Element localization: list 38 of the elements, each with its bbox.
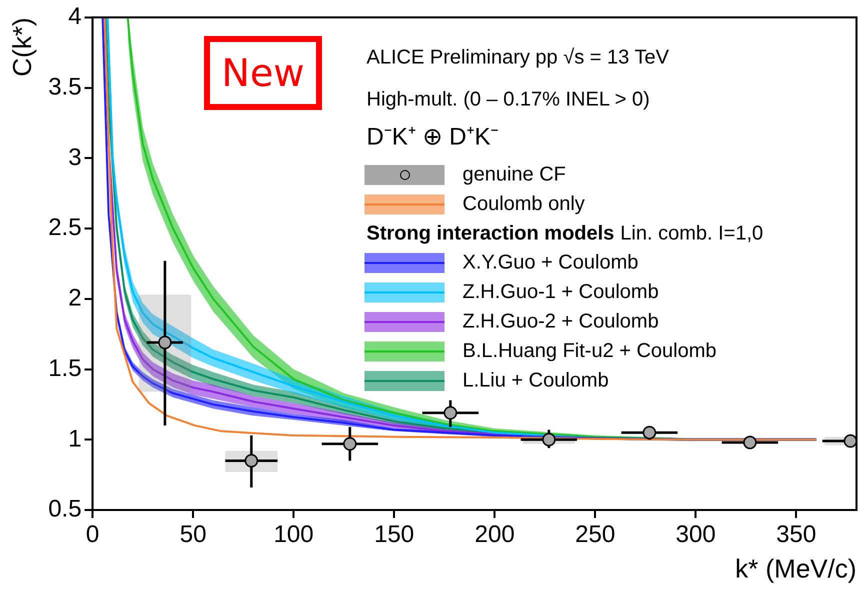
legend-label: Z.H.Guo-1 + Coulomb [462, 281, 659, 304]
x-tick-label: 50 [180, 521, 206, 548]
annotation: D⁻K⁺ ⊕ D⁺K⁻ [366, 124, 499, 151]
x-tick-label: 350 [776, 521, 816, 548]
x-tick-label: 200 [474, 521, 515, 548]
x-tick-label: 300 [676, 521, 716, 548]
y-tick-label: 3 [68, 144, 82, 171]
point [158, 336, 172, 350]
y-tick-label: 4 [68, 3, 82, 30]
point [542, 432, 556, 446]
legend-label: B.L.Huang Fit-u2 + Coulomb [462, 340, 717, 362]
annotation: ALICE Preliminary pp √s = 13 TeV [366, 46, 670, 69]
x-tick-label: 100 [274, 521, 314, 548]
legend-title: Strong interaction models [366, 222, 614, 245]
x-tick-label: 150 [374, 521, 414, 548]
legend-label: Coulomb only [462, 193, 585, 216]
x-tick-label: 0 [86, 521, 100, 548]
point [743, 436, 757, 450]
annotation: High-mult. (0 – 0.17% INEL > 0) [366, 88, 650, 111]
point [444, 406, 458, 420]
x-tick-label: 250 [575, 521, 616, 548]
annotation: Lin. comb. I=1,0 [620, 222, 764, 245]
y-tick-label: 0.5 [48, 496, 82, 523]
point [844, 434, 856, 448]
y-tick-label: 1 [68, 425, 82, 452]
legend-label: genuine CF [462, 164, 566, 186]
y-tick-label: 2 [68, 284, 82, 312]
y-tick-label: 1.5 [48, 354, 82, 382]
y-axis-title: C(k*) [6, 17, 37, 77]
y-tick-label: 2.5 [48, 214, 82, 242]
point [642, 426, 656, 440]
legend-label: L.Liu + Coulomb [462, 370, 609, 392]
x-axis-title: k* (MeV/c) [735, 554, 856, 584]
framed-label: New [204, 36, 322, 110]
legend-label: Z.H.Guo-2 + Coulomb [462, 310, 659, 333]
legend-label: X.Y.Guo + Coulomb [462, 252, 638, 274]
y-tick-label: 3.5 [48, 73, 82, 100]
point [343, 437, 357, 451]
